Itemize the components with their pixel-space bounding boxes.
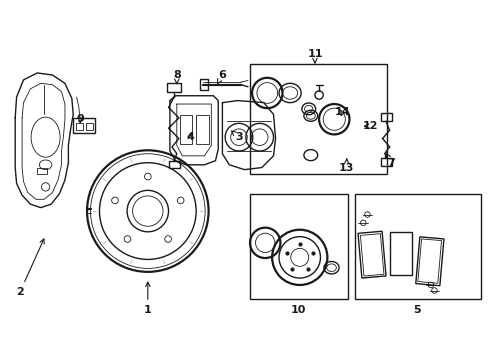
Bar — [360, 234, 383, 276]
Text: 9: 9 — [76, 114, 84, 124]
Bar — [76, 123, 83, 130]
Text: 6: 6 — [217, 70, 226, 84]
Bar — [167, 83, 181, 91]
Bar — [380, 113, 391, 121]
Bar — [249, 194, 347, 299]
Text: 12: 12 — [362, 121, 377, 131]
Text: 7: 7 — [386, 152, 394, 168]
Bar — [354, 194, 480, 299]
Bar — [85, 123, 92, 130]
Bar — [415, 237, 443, 286]
Bar — [389, 232, 411, 275]
Text: 3: 3 — [231, 131, 242, 142]
Bar — [73, 118, 95, 133]
Bar — [380, 158, 391, 166]
Bar — [357, 231, 385, 278]
Bar — [37, 167, 47, 175]
Text: 10: 10 — [290, 305, 305, 315]
Text: 11: 11 — [306, 49, 322, 63]
Bar — [249, 64, 386, 175]
Text: 4: 4 — [186, 132, 194, 142]
Text: 5: 5 — [412, 305, 420, 315]
Bar — [199, 79, 207, 90]
Bar — [179, 115, 192, 144]
Bar — [417, 239, 441, 283]
Bar — [168, 161, 179, 167]
Text: 1: 1 — [143, 282, 151, 315]
Text: 13: 13 — [338, 159, 354, 172]
Text: 8: 8 — [173, 70, 181, 84]
Text: 14: 14 — [334, 107, 350, 117]
Text: 2: 2 — [16, 239, 44, 297]
Bar — [196, 115, 208, 144]
